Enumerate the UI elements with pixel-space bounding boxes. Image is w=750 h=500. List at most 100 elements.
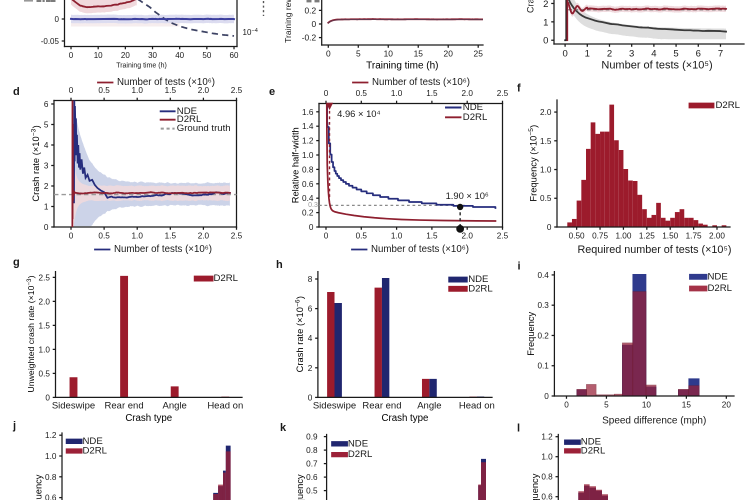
svg-text:10: 10 [384,49,394,59]
svg-text:Number of tests (×10⁶): Number of tests (×10⁶) [372,77,470,88]
svg-text:D2RL: D2RL [468,283,493,294]
svg-text:Speed difference (mph): Speed difference (mph) [602,415,706,426]
svg-text:40: 40 [175,51,184,60]
svg-text:0: 0 [69,86,74,95]
svg-text:0: 0 [326,49,331,59]
svg-text:0: 0 [45,393,50,402]
svg-text:5: 5 [356,49,361,59]
svg-text:1.0: 1.0 [302,151,314,160]
svg-text:D2RL: D2RL [707,283,732,294]
svg-text:1.75: 1.75 [686,231,702,240]
svg-text:0.7: 0.7 [306,460,318,469]
svg-text:2.0: 2.0 [39,297,51,306]
svg-text:-0.05: -0.05 [41,37,60,46]
svg-text:0.3: 0.3 [537,301,549,310]
svg-text:2: 2 [44,182,49,191]
svg-text:0.5: 0.5 [356,89,368,98]
svg-text:0.3: 0.3 [308,202,318,209]
svg-text:Required number of tests (×10⁵: Required number of tests (×10⁵) [578,244,732,256]
svg-text:0.50: 0.50 [569,231,585,240]
svg-text:3: 3 [629,48,634,59]
svg-text:2.0: 2.0 [540,108,552,117]
svg-text:1.4: 1.4 [302,122,314,131]
svg-text:1.0: 1.0 [45,452,57,461]
svg-text:Frequency: Frequency [295,474,305,500]
svg-text:0.75: 0.75 [592,231,608,240]
svg-text:1.25: 1.25 [639,231,655,240]
svg-text:2.5: 2.5 [231,86,243,95]
svg-text:Angle: Angle [417,401,441,412]
svg-text:1.0: 1.0 [540,166,552,175]
svg-text:1 0 − 4: 1 0 − 4 [243,12,261,40]
svg-text:10: 10 [642,400,652,409]
svg-text:1.50: 1.50 [662,231,678,240]
svg-text:6: 6 [696,48,701,59]
svg-text:h: h [276,259,283,271]
svg-text:1.2: 1.2 [302,137,314,146]
svg-text:-0.2: -0.2 [302,33,317,43]
svg-text:Frequency: Frequency [530,473,540,500]
svg-text:0: 0 [44,223,49,232]
svg-text:30: 30 [148,51,157,60]
svg-text:50: 50 [202,51,211,60]
svg-text:1.0: 1.0 [391,89,403,98]
svg-text:0.6: 0.6 [302,180,314,189]
svg-text:2: 2 [607,48,612,59]
svg-text:3: 3 [44,161,49,170]
svg-text:Training reward: Training reward [283,0,293,43]
svg-text:Rear end: Rear end [105,401,144,412]
svg-text:7: 7 [718,48,723,59]
svg-text:0: 0 [69,51,74,60]
svg-text:Training time (h): Training time (h) [366,60,438,71]
svg-text:1.0: 1.0 [39,345,51,354]
svg-text:g: g [13,256,20,268]
svg-text:0.6: 0.6 [541,493,553,500]
svg-text:0.5: 0.5 [39,369,51,378]
svg-text:k: k [280,422,287,434]
svg-text:Number of tests (×10⁶): Number of tests (×10⁶) [371,244,469,255]
svg-text:1: 1 [585,48,590,59]
svg-text:D2RL: D2RL [177,114,202,125]
svg-text:0.2: 0.2 [304,5,316,15]
svg-text:D2RL: D2RL [715,100,740,111]
svg-text:0: 0 [564,400,569,409]
svg-text:0.4: 0.4 [302,194,314,203]
svg-text:0: 0 [324,89,329,98]
svg-text:20: 20 [444,49,454,59]
svg-text:0.6: 0.6 [306,473,318,482]
svg-text:0.8: 0.8 [541,473,553,482]
svg-text:NDE: NDE [468,274,488,285]
svg-text:D2RL: D2RL [348,449,373,460]
svg-text:1.2: 1.2 [45,431,57,440]
svg-text:0: 0 [324,231,329,240]
svg-text:2.0: 2.0 [462,89,474,98]
svg-text:Sideswipe: Sideswipe [52,401,95,412]
svg-text:Ground truth: Ground truth [177,123,231,134]
svg-text:1.00: 1.00 [615,231,631,240]
svg-text:1.6: 1.6 [302,108,314,117]
svg-text:Number of tests (×10⁵): Number of tests (×10⁵) [601,60,712,72]
svg-text:2.00: 2.00 [709,231,725,240]
svg-text:15: 15 [414,49,424,59]
svg-text:2.5: 2.5 [497,89,509,98]
svg-text:C r a s: C r a s h r a t e ( × 1 0 ) − 6 [279,290,308,373]
svg-text:0.1: 0.1 [537,362,549,371]
svg-text:Crash type: Crash type [382,413,429,424]
svg-text:0: 0 [544,392,549,401]
svg-text:f: f [517,82,521,94]
svg-text:1.5: 1.5 [165,231,177,240]
svg-text:1: 1 [543,17,548,28]
svg-text:20: 20 [722,400,732,409]
svg-text:20: 20 [121,51,130,60]
svg-text:Sideswipe: Sideswipe [313,401,356,412]
svg-text:2.5: 2.5 [497,231,509,240]
svg-text:Angle: Angle [163,401,187,412]
svg-text:0.5: 0.5 [98,231,110,240]
svg-text:2.5: 2.5 [231,231,243,240]
svg-text:1.2: 1.2 [541,433,553,442]
svg-text:6: 6 [308,305,313,314]
svg-text:25: 25 [474,49,484,59]
svg-text:1: 1 [44,202,49,211]
svg-text:d: d [13,86,20,98]
svg-text:Number of tests (×10⁶): Number of tests (×10⁶) [114,244,212,255]
